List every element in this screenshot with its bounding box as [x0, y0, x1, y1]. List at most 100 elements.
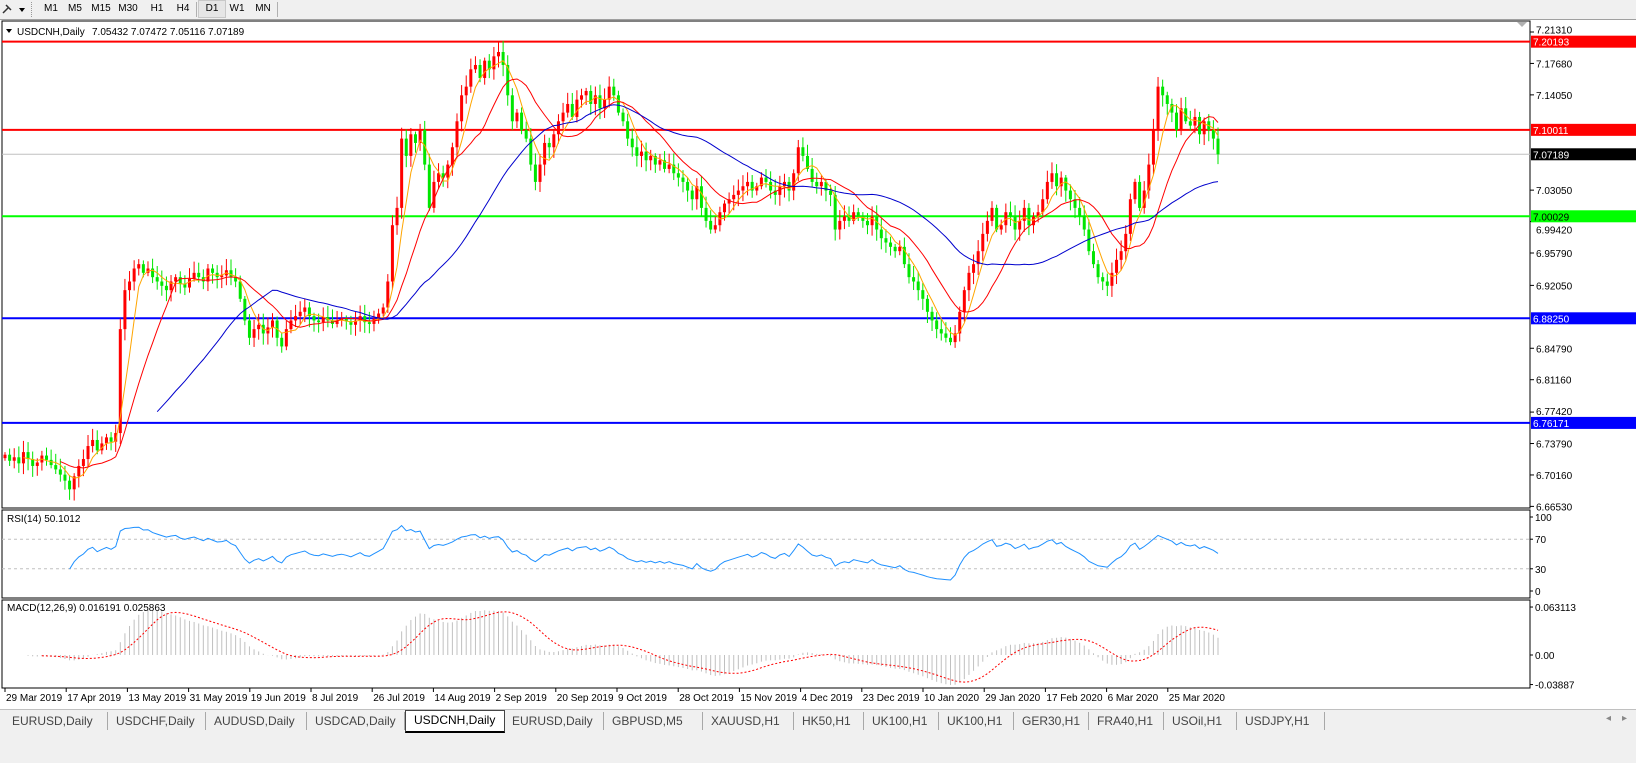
macd-title: MACD(12,26,9) 0.016191 0.025863 [7, 603, 166, 614]
timeframe-button-m5[interactable]: M5 [68, 3, 82, 14]
candle-body [1156, 86, 1160, 130]
x-tick-label: 17 Feb 2020 [1046, 693, 1103, 704]
candle-body [875, 216, 879, 230]
chart-tab[interactable]: GER30,H1 [1014, 712, 1089, 730]
candle [644, 142, 648, 172]
price-chart[interactable]: 7.21310 7.17680 7.14050 7.03050 6.99420 6.957… [0, 20, 1636, 709]
macd-tick-label: 0.00 [1535, 651, 1555, 662]
chart-tab[interactable]: USDCNH,Daily [405, 710, 505, 733]
x-tick-label: 2 Sep 2019 [496, 693, 548, 704]
candle-body [473, 64, 477, 70]
candle-body [972, 264, 976, 273]
candle-body [653, 155, 657, 165]
candle-body [898, 246, 902, 252]
candle-body [141, 264, 145, 273]
macd-signal-line [41, 611, 1219, 683]
chart-tab[interactable]: EURUSD,Daily [4, 712, 108, 730]
chart-tab[interactable]: UK100,H1 [864, 712, 939, 730]
candle-body [81, 459, 85, 466]
chart-tab[interactable]: FRA40,H1 [1089, 712, 1164, 730]
candle [1091, 243, 1095, 269]
candle-body [884, 238, 888, 243]
candle-body [206, 268, 210, 282]
chart-tab[interactable]: UK100,H1 [939, 712, 1014, 730]
timeframe-button-d1[interactable]: D1 [198, 0, 226, 18]
level-price-label: 6.76171 [1533, 419, 1570, 430]
candle [727, 192, 731, 214]
candle [1050, 162, 1054, 189]
timeframe-button-h1[interactable]: H1 [150, 3, 164, 14]
candle [141, 260, 145, 278]
x-tick-label: 13 May 2019 [128, 693, 186, 704]
timeframe-button-mn[interactable]: MN [255, 3, 271, 14]
candle-body [409, 134, 413, 156]
main-pane [1, 20, 1531, 509]
candle [54, 453, 58, 475]
candle [1101, 272, 1105, 291]
timeframe-toolbar: M1 M5 M15 M30 H1 H4 D1 W1 MN [0, 0, 1636, 20]
candle [962, 286, 966, 322]
timeframe-button-h4[interactable]: H4 [176, 3, 190, 14]
candle [178, 271, 182, 294]
candle [1170, 98, 1174, 123]
chart-tab[interactable]: AUDUSD,Daily [206, 712, 307, 730]
candle [247, 314, 251, 345]
candle-body [1147, 164, 1151, 191]
candle-body [483, 60, 487, 78]
candle [520, 107, 524, 135]
timeframe-button-m30[interactable]: M30 [118, 3, 138, 14]
candle [948, 327, 952, 346]
chart-tab[interactable]: USDCAD,Daily [307, 712, 405, 730]
candle-body [404, 138, 408, 156]
candle [921, 282, 925, 310]
candle [999, 219, 1003, 235]
chart-tab[interactable]: USOil,H1 [1164, 712, 1237, 730]
candle-body [1096, 264, 1100, 278]
candle-body [1064, 177, 1068, 191]
candle-body [413, 134, 417, 143]
candle [778, 175, 782, 206]
candle [312, 312, 316, 332]
candle [77, 459, 81, 488]
timeframe-button-m1[interactable]: M1 [44, 3, 58, 14]
candle-body [1124, 233, 1128, 252]
candle [395, 196, 399, 235]
candle [1151, 118, 1155, 175]
tab-scroll-right-button[interactable]: ▸ [1622, 713, 1628, 724]
chart-tab[interactable]: XAUUSD,H1 [703, 712, 794, 730]
candle-body [727, 199, 731, 204]
candle-body [681, 177, 685, 182]
candle-body [626, 121, 630, 139]
crosshair-pencil-icon[interactable] [0, 1, 28, 17]
candle [303, 298, 307, 323]
candle [902, 237, 906, 268]
timeframe-button-m15[interactable]: M15 [91, 3, 111, 14]
chart-tab[interactable]: GBPUSD,M5 [604, 712, 703, 730]
candle-body [3, 454, 7, 459]
chart-tab[interactable]: HK50,H1 [794, 712, 864, 730]
candle [639, 140, 643, 168]
candle-body [45, 455, 49, 460]
candle-body [1174, 112, 1178, 130]
macd-pane [1, 599, 1531, 689]
candle [824, 179, 828, 202]
chart-tab[interactable]: USDCHF,Daily [108, 712, 206, 730]
chart-tab[interactable]: USDJPY,H1 [1237, 712, 1325, 730]
candle-body [663, 160, 667, 169]
candle [114, 424, 118, 452]
chart-tab[interactable]: EURUSD,Daily [504, 712, 604, 730]
candle-body [759, 177, 763, 187]
candle-body [801, 147, 805, 156]
timeframe-button-w1[interactable]: W1 [229, 3, 245, 14]
candle [298, 301, 302, 325]
candle-body [741, 186, 745, 191]
candle [354, 311, 358, 336]
candle-body [169, 281, 173, 291]
candle-body [192, 272, 196, 279]
candle-body [686, 181, 690, 191]
tab-scroll-left-button[interactable]: ◂ [1606, 713, 1612, 724]
candle [907, 253, 911, 284]
x-tick-label: 31 May 2019 [190, 693, 248, 704]
candle-body [174, 277, 178, 282]
candle-body [958, 311, 962, 334]
